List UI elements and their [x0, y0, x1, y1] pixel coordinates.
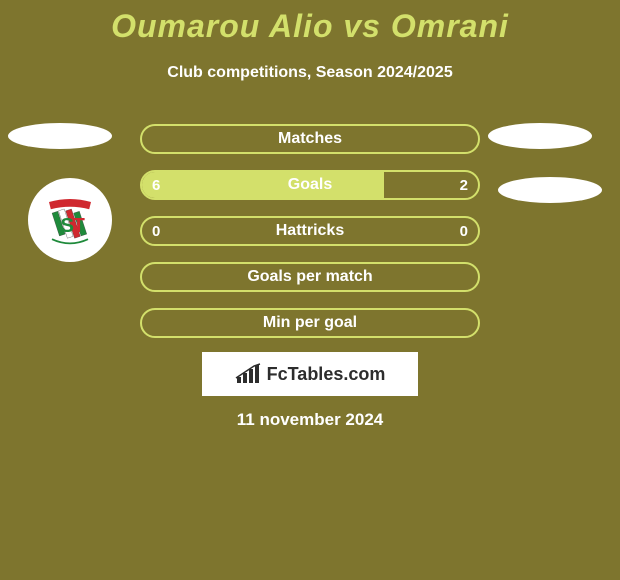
page-title: Oumarou Alio vs Omrani: [0, 8, 620, 45]
stat-label: Hattricks: [142, 222, 478, 240]
player-right-badge-1: [488, 123, 592, 149]
stat-label: Goals per match: [142, 268, 478, 286]
bar-chart-icon: [235, 363, 261, 385]
stat-value-right: 0: [460, 223, 468, 240]
player-left-club-logo: S T: [28, 178, 112, 262]
player-left-badge: [8, 123, 112, 149]
stat-label: Matches: [142, 130, 478, 148]
brand-text: FcTables.com: [267, 364, 386, 385]
stat-row: Goals62: [140, 170, 480, 200]
player-right-badge-2: [498, 177, 602, 203]
stat-label: Min per goal: [142, 314, 478, 332]
stat-row: Matches: [140, 124, 480, 154]
brand-box: FcTables.com: [202, 352, 418, 396]
page-subtitle: Club competitions, Season 2024/2025: [0, 64, 620, 82]
svg-text:T: T: [72, 215, 85, 237]
date-label: 11 november 2024: [0, 410, 620, 430]
stat-row: Min per goal: [140, 308, 480, 338]
stat-row: Goals per match: [140, 262, 480, 292]
stat-row: Hattricks0 0: [140, 216, 480, 246]
club-logo-icon: S T: [40, 190, 100, 250]
stat-value-left: 0: [152, 223, 160, 240]
stat-fill-left: [142, 172, 384, 198]
stat-value-right: 2: [460, 177, 468, 194]
stat-value-left: 6: [152, 177, 160, 194]
comparison-infographic: Oumarou Alio vs Omrani Club competitions…: [0, 0, 620, 580]
